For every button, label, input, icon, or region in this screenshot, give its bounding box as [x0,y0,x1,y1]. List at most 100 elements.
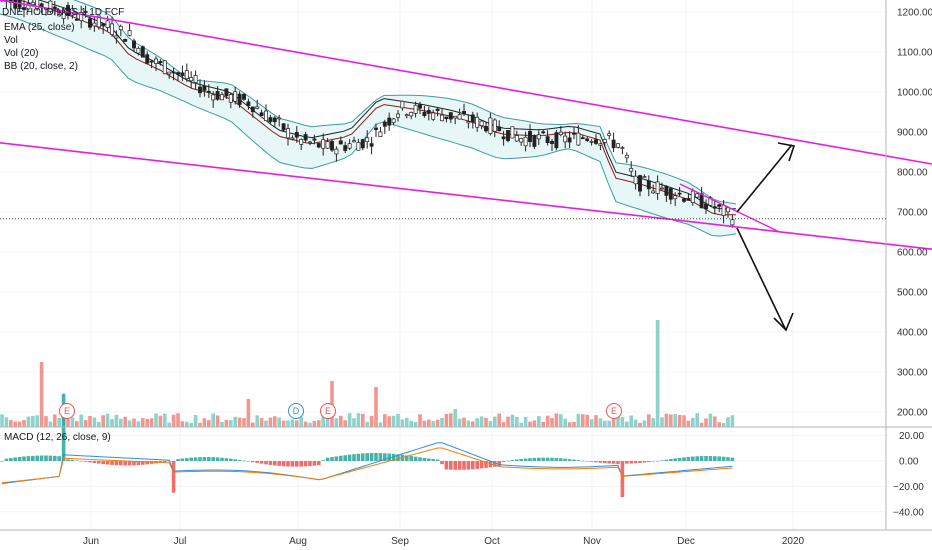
macd-histogram-bar [136,461,141,466]
macd-histogram-bar [75,460,79,462]
macd-histogram-bar [686,456,691,461]
candle-body [145,54,150,64]
event-label: D [293,406,300,416]
candle-body [88,18,92,28]
volume-bar [0,414,4,427]
volume-bar [312,420,317,427]
macd-histogram-bar [352,454,356,461]
volume-bar [625,421,629,427]
volume-bar [576,413,581,427]
candle-body [396,113,400,118]
macd-histogram-bar [466,461,471,470]
candle-body [479,120,484,126]
macd-histogram-bar [633,461,638,464]
candle-body [673,195,678,200]
candle-body [563,135,568,143]
volume-bar [651,418,655,427]
candle-body [510,126,515,139]
volume-bar [13,421,17,427]
time-tick-label: Dec [677,536,695,547]
macd-histogram-bar [325,457,330,461]
candle-body [444,116,449,120]
macd-histogram-bar [246,461,251,462]
candle-body [352,140,356,143]
volume-bar [233,416,237,427]
macd-histogram-bar [321,460,325,461]
macd-histogram-bar [501,461,506,463]
time-tick-label: Sep [391,536,409,547]
candle-body [470,114,475,123]
volume-bar [713,416,717,427]
price-tick-label: 1200.00 [897,8,932,19]
volume-bar [44,416,48,427]
candle-body [264,110,268,121]
candle-body [501,136,506,140]
macd-histogram-bar [625,461,629,464]
time-tick-label: Jul [174,536,187,547]
macd-histogram-bar [312,461,317,466]
candle-body [321,139,326,149]
candle-body [92,22,97,27]
volume-bar [88,415,92,427]
volume-bar [493,416,497,427]
macd-histogram-bar [105,461,110,465]
volume-bar [629,415,633,427]
macd-histogram-bar [493,461,497,467]
macd-tick-label: 0.00 [899,457,919,468]
volume-bar [171,414,176,427]
legend-vol: Vol [4,35,18,46]
volume-bar [83,420,88,427]
candle-body [682,198,686,202]
candle-body [717,204,722,207]
volume-bar [35,415,39,427]
volume-bar [484,417,488,427]
time-tick-label: Nov [583,536,601,547]
volume-bar [567,422,572,427]
macd-histogram-bar [576,460,581,461]
macd-histogram-bar [281,461,286,467]
volume-bar [699,422,704,427]
macd-histogram-bar [211,457,215,461]
macd-histogram-bar [374,453,378,461]
volume-bar [603,420,607,427]
volume-bar [682,415,686,427]
macd-histogram-bar [510,460,515,461]
candle-body [677,192,682,195]
macd-histogram-bar [651,461,655,462]
macd-histogram-bar [70,459,75,461]
volume-bar [57,417,61,427]
candle-body [180,72,185,76]
macd-histogram-bar [114,461,119,466]
candle-body [356,142,361,151]
volume-bars [0,320,735,427]
candle-body [528,130,532,142]
volume-bar [361,413,365,427]
volume-bar [356,413,361,427]
candle-body [721,204,726,216]
candle-body [272,117,277,123]
candle-body [74,18,79,21]
candle-body [457,114,462,120]
volume-bar [488,421,493,427]
time-tick-label: Jun [83,536,99,547]
volume-bar [347,413,352,427]
candle-body [189,77,194,82]
macd-histogram-bar [541,457,545,461]
legend-bb: BB (20, close, 2) [4,61,78,72]
macd-histogram-bar [101,461,105,465]
macd-histogram-bar [713,456,717,461]
macd-histogram-bar [664,459,669,461]
volume-bar [431,421,435,427]
volume-bar [519,422,523,427]
volume-bar [581,414,585,427]
volume-bar [669,414,673,427]
macd-histogram-bar [422,457,427,461]
candle-body [162,60,167,75]
volume-bar [198,422,202,427]
macd-histogram-bar [237,459,242,461]
candle-body [695,193,700,198]
volume-bar [110,418,114,427]
volume-bar [510,414,515,427]
candle-body [149,60,154,63]
macd-histogram-bar [26,456,31,461]
